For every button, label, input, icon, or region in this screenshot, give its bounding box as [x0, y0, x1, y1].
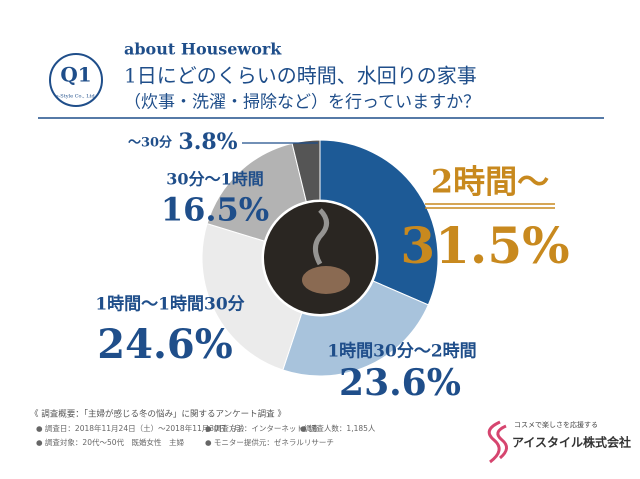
- kicker: about Housework: [124, 40, 282, 59]
- footer-item: ● 調査人数：1,185人: [300, 423, 376, 433]
- category-label: 1時間30分～2時間: [327, 341, 476, 362]
- category-label: 30分～1時間: [166, 170, 263, 189]
- donut-slice: [282, 280, 429, 377]
- value-label: 16.5%: [161, 191, 269, 229]
- category-label: ～30分: [128, 135, 172, 151]
- badge: Q1: [60, 63, 91, 87]
- value-label: 31.5%: [400, 216, 569, 275]
- logo-tagline: コスメで楽しさを応援する: [514, 420, 598, 429]
- steam: [313, 208, 329, 266]
- category-label: 1時間～1時間30分: [95, 294, 244, 315]
- pot: [302, 266, 350, 294]
- donut-slice: [201, 223, 303, 371]
- value-label: 24.6%: [97, 321, 232, 368]
- footer-item: ● 調査方法：インターネット調査: [205, 423, 319, 433]
- donut-slice: [291, 139, 321, 203]
- logo-mark: [487, 420, 508, 464]
- badge-circle: [49, 53, 103, 107]
- footer-item: ● 調査対象：20代～50代 既婚女性 主婦: [36, 437, 185, 447]
- question-line: 1日にどのくらいの時間、水回りの家事: [124, 64, 477, 88]
- question-line: （炊事・洗濯・掃除など）を行っていますか？: [124, 93, 480, 113]
- value-label: 23.6%: [339, 362, 461, 404]
- footer-item: ● 調査日：2018年11月24日（土）～2018年11月30日（月）: [36, 423, 249, 433]
- donut-slice: [319, 139, 439, 306]
- category-label: 2時間～: [431, 163, 549, 201]
- logo-name: アイスタイル株式会社: [512, 435, 631, 450]
- badge-sub: e-Style Co., Ltd.: [56, 94, 97, 100]
- value-label: 3.8%: [178, 129, 237, 155]
- footer-item: ● モニター提供元：ゼネラルリサーチ: [205, 437, 334, 447]
- footer-title: 《 調査概要：「主婦が感じる冬の悩み」に関するアンケート調査 》: [30, 409, 286, 420]
- center-photo: [264, 202, 376, 314]
